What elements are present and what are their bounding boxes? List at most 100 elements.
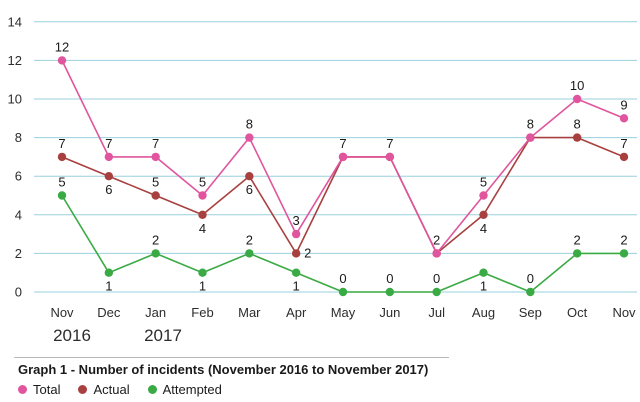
data-point-attempted (245, 249, 254, 258)
data-point-actual (57, 152, 67, 162)
legend-label-actual: Actual (93, 382, 130, 397)
data-label-attempted: 1 (480, 279, 487, 294)
data-point-attempted (619, 249, 629, 258)
x-tick-label: Jan (145, 305, 166, 320)
data-label-attempted: 5 (58, 175, 65, 190)
year-labels: 2016 2017 (53, 326, 182, 345)
year-label-2016: 2016 (53, 326, 91, 345)
y-tick-label: 2 (15, 246, 22, 261)
data-label-total: 3 (293, 213, 300, 228)
data-point-attempted (432, 287, 441, 297)
x-tick-label: Feb (191, 305, 213, 320)
data-label-total: 12 (55, 39, 69, 54)
chart-legend: Total Actual Attempted (18, 382, 222, 397)
x-tick-label: Aug (472, 305, 495, 320)
gridlines (34, 21, 637, 293)
data-label-actual: 7 (339, 136, 346, 151)
series-attempted (57, 191, 629, 297)
data-label-attempted: 2 (620, 232, 627, 247)
data-label-attempted: 1 (105, 279, 112, 294)
data-label-total: 8 (246, 117, 253, 132)
series-lines (57, 56, 629, 297)
x-tick-label: Mar (238, 305, 261, 320)
data-label-total: 10 (570, 78, 584, 93)
data-point-attempted (385, 287, 395, 297)
data-label-total: 7 (152, 136, 159, 151)
y-tick-label: 10 (8, 92, 22, 107)
x-tick-label: Jun (379, 305, 400, 320)
x-tick-label: Nov (612, 305, 636, 320)
series-total (57, 56, 629, 258)
data-label-actual: 6 (105, 182, 112, 197)
data-point-total (338, 152, 348, 162)
data-label-actual: 7 (386, 136, 393, 151)
x-tick-label: Sep (519, 305, 542, 320)
data-point-total (432, 249, 441, 258)
data-label-total: 5 (199, 175, 206, 190)
data-point-attempted (291, 268, 301, 277)
year-label-2017: 2017 (144, 326, 182, 345)
caption-divider (14, 357, 449, 358)
data-point-attempted (57, 191, 67, 200)
y-tick-label: 8 (15, 130, 22, 145)
x-tick-label: May (331, 305, 356, 320)
data-label-actual: 4 (480, 221, 487, 236)
x-tick-label: Dec (97, 305, 121, 320)
data-point-total (104, 152, 114, 162)
data-label-attempted: 1 (199, 279, 206, 294)
legend-item-attempted: Attempted (147, 382, 222, 397)
legend-item-actual: Actual (78, 382, 130, 397)
data-point-attempted (479, 268, 488, 277)
data-point-attempted (572, 249, 582, 258)
data-label-total: 7 (105, 136, 112, 151)
x-tick-label: Apr (286, 305, 307, 320)
data-label-actual: 2 (304, 245, 311, 260)
y-tick-label: 12 (8, 53, 22, 68)
data-label-attempted: 1 (293, 279, 300, 294)
x-axis-ticks: Nov Dec Jan Feb Mar Apr May Jun Jul Aug Sep Oct Nov (50, 305, 636, 320)
data-point-actual (619, 152, 629, 162)
series-actual (57, 133, 629, 258)
data-point-total (198, 191, 207, 200)
data-point-total (245, 133, 254, 142)
y-tick-label: 0 (15, 285, 22, 300)
y-tick-label: 4 (15, 207, 22, 222)
data-label-attempted: 0 (339, 271, 346, 286)
data-label-total: 5 (480, 175, 487, 190)
legend-label-total: Total (33, 382, 61, 397)
y-tick-label: 6 (15, 169, 22, 184)
legend-marker-actual (78, 385, 88, 394)
data-point-attempted (104, 268, 114, 277)
data-point-total (572, 94, 582, 104)
data-point-total (526, 133, 535, 142)
data-point-attempted (338, 287, 348, 297)
x-tick-label: Jul (428, 305, 445, 320)
data-point-attempted (526, 287, 535, 297)
data-point-attempted (198, 268, 207, 277)
data-point-actual (151, 191, 160, 200)
data-label-actual: 2 (433, 232, 440, 247)
data-point-actual (198, 210, 207, 219)
legend-marker-total (18, 385, 27, 394)
data-point-actual (572, 133, 582, 142)
data-label-actual: 7 (58, 136, 65, 151)
data-point-total (57, 56, 67, 65)
data-label-actual: 5 (152, 175, 159, 190)
data-label-actual: 4 (199, 221, 206, 236)
data-label-actual: 8 (574, 117, 581, 132)
data-point-total (479, 191, 488, 200)
legend-marker-attempted (147, 385, 157, 394)
data-point-total (385, 152, 395, 162)
data-point-actual (104, 172, 114, 181)
data-label-actual: 7 (620, 136, 627, 151)
data-label-attempted: 2 (152, 232, 159, 247)
data-label-attempted: 0 (433, 271, 440, 286)
data-point-total (619, 114, 629, 123)
x-tick-label: Oct (567, 305, 588, 320)
data-label-actual: 8 (527, 117, 534, 132)
data-point-actual (245, 172, 254, 181)
data-point-actual (291, 249, 301, 258)
legend-label-attempted: Attempted (162, 382, 222, 397)
